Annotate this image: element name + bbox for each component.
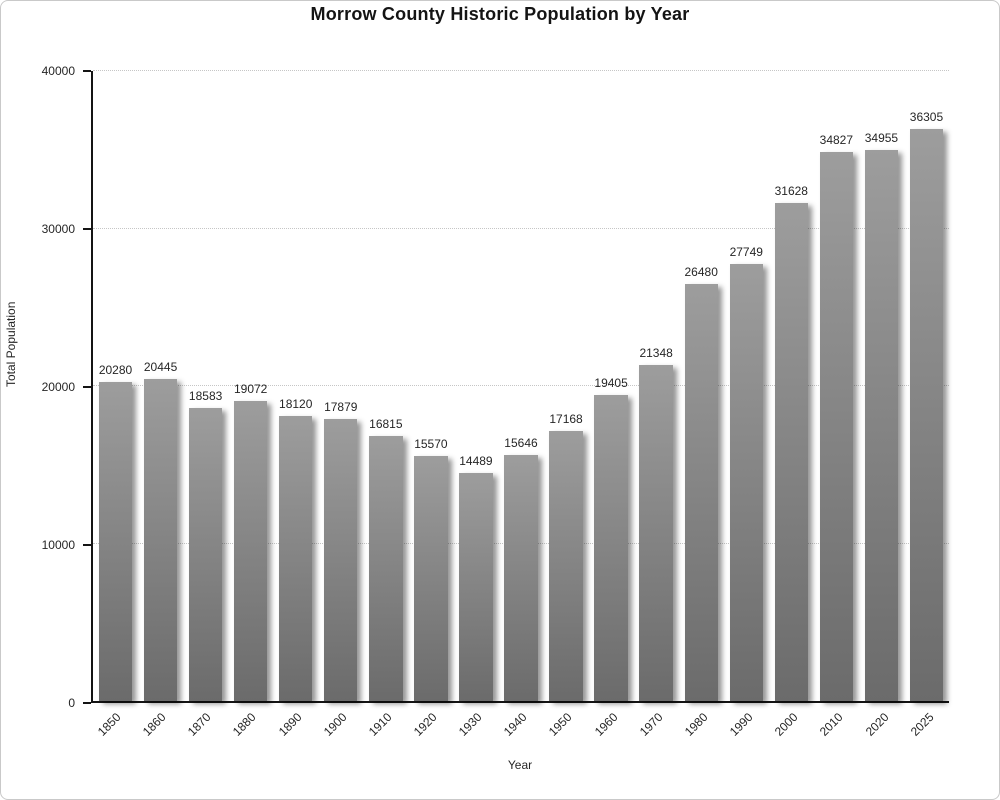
bar-value-label: 20280 <box>98 362 133 377</box>
x-tick-label-text: 2010 <box>817 710 846 739</box>
bar-value-label: 19405 <box>594 376 628 391</box>
bar-slot: 20445 <box>138 71 183 701</box>
bar <box>504 454 538 701</box>
plot-area: 20280 20445 18583 19072 18120 17879 16815 15570… <box>91 70 949 703</box>
gridline <box>93 227 949 229</box>
bar <box>98 381 133 701</box>
bar-value-label: 15570 <box>414 436 448 451</box>
bar-slot: 14489 <box>453 71 498 701</box>
y-axis: 0 10000 20000 30000 40000 <box>1 64 91 710</box>
bar-slot: 18583 <box>183 71 228 701</box>
bar-slot: 19072 <box>228 71 273 701</box>
bar-value-label: 14489 <box>459 453 493 468</box>
bar-slot: 36305 <box>904 71 949 701</box>
x-tick-label-text: 1910 <box>365 710 395 739</box>
bar <box>864 150 899 701</box>
gridline <box>93 70 949 71</box>
bar <box>279 415 313 701</box>
bar <box>684 283 718 701</box>
x-tick-label-text: 1890 <box>275 710 305 739</box>
x-tick-label-text: 1990 <box>726 710 756 739</box>
bar-slot: 21348 <box>634 71 679 701</box>
y-tick-label: 40000 <box>41 64 75 78</box>
y-tick-label: 0 <box>68 696 75 710</box>
bar-value-label: 26480 <box>684 264 718 279</box>
bar-value-label: 18120 <box>279 396 313 411</box>
bar <box>459 472 493 701</box>
bar-slot: 34955 <box>859 71 904 701</box>
bar <box>774 202 808 701</box>
bar-slot: 27749 <box>724 71 769 701</box>
chart-title: Morrow County Historic Population by Yea… <box>310 4 690 24</box>
bar-value-label: 27749 <box>729 244 763 259</box>
bar <box>729 263 763 701</box>
x-tick-label-text: 2020 <box>862 710 892 739</box>
bar-slot: 16815 <box>363 71 408 701</box>
bar <box>369 436 403 701</box>
x-tick-label-text: 1850 <box>94 710 124 739</box>
x-tick-label-text: 1930 <box>455 710 485 739</box>
y-tick-label: 30000 <box>41 222 75 236</box>
x-tick-label-text: 1980 <box>681 710 711 739</box>
bar <box>234 400 268 701</box>
x-tick-label-text: 1940 <box>501 710 530 739</box>
y-tick-label: 10000 <box>41 538 75 552</box>
y-tick-mark <box>83 228 91 230</box>
y-tick-mark <box>83 386 91 388</box>
x-tick-label-text: 1970 <box>636 710 666 739</box>
bar-value-label: 15646 <box>504 435 538 450</box>
y-axis-title: Total Population <box>4 301 18 387</box>
bar-slot: 20280 <box>93 71 138 701</box>
x-tick-label-text: 1950 <box>546 710 576 739</box>
bar-slot: 19405 <box>589 71 634 701</box>
bar-slot: 34827 <box>814 71 859 701</box>
bar-slot: 26480 <box>679 71 724 701</box>
y-tick-label: 20000 <box>41 380 75 394</box>
bar-value-label: 36305 <box>909 110 944 125</box>
gridline <box>93 385 949 386</box>
x-tick-label-text: 2000 <box>772 710 801 739</box>
bar-value-label: 16815 <box>369 417 403 432</box>
bar <box>324 419 358 701</box>
bar-value-label: 18583 <box>188 389 223 404</box>
y-tick-mark <box>83 702 91 704</box>
y-tick-mark <box>83 544 91 546</box>
x-tick-label-text: 1960 <box>591 710 621 739</box>
x-tick-label-text: 1900 <box>320 710 350 739</box>
bar <box>414 455 448 701</box>
x-tick-label-text: 2025 <box>907 710 937 739</box>
y-tick-mark <box>83 70 91 72</box>
bar-value-label: 19072 <box>233 381 268 396</box>
bar-slot: 18120 <box>273 71 318 701</box>
x-axis-title: Year <box>507 758 533 772</box>
bar <box>143 379 178 701</box>
bar-value-label: 31628 <box>774 183 808 198</box>
bar-value-label: 34955 <box>864 131 899 146</box>
bar-slot: 17879 <box>318 71 363 701</box>
bar-slot: 31628 <box>769 71 814 701</box>
x-tick-label-text: 1920 <box>410 710 440 739</box>
x-tick-label-text: 1870 <box>185 710 214 739</box>
bar <box>549 430 583 701</box>
bar-value-label: 17879 <box>324 400 358 415</box>
bar-value-label: 17168 <box>549 411 583 426</box>
bar <box>819 152 854 701</box>
bar <box>639 364 673 701</box>
bar <box>909 129 944 701</box>
bar <box>188 408 223 701</box>
bar <box>594 395 628 701</box>
bar-slot: 15570 <box>408 71 453 701</box>
bar-value-label: 21348 <box>639 345 673 360</box>
x-tick-label-text: 1880 <box>230 710 259 739</box>
bar-value-label: 34827 <box>819 133 854 148</box>
bar-slot: 15646 <box>498 71 543 701</box>
x-tick-label-text: 1860 <box>139 710 169 739</box>
bar-slot: 17168 <box>544 71 589 701</box>
bar-value-label: 20445 <box>143 360 178 374</box>
